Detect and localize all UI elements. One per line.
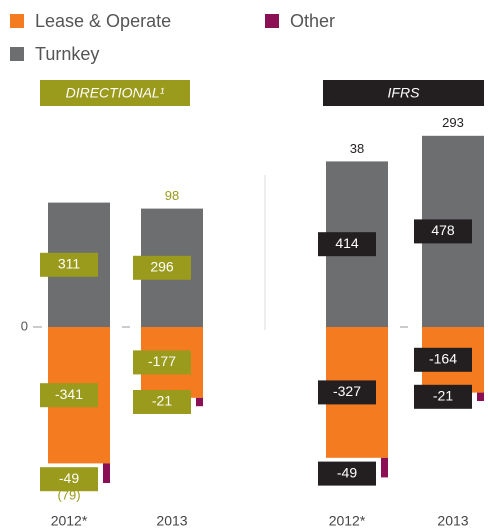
data-label-box <box>318 461 376 486</box>
x-tick-label: 2012* <box>329 513 366 529</box>
legend-label: Turnkey <box>35 44 99 64</box>
data-label-box <box>40 467 98 492</box>
panel-header-box <box>40 80 190 106</box>
x-tick-label: 2012* <box>51 513 88 529</box>
bar-segment <box>103 463 110 483</box>
data-label: -327 <box>333 383 361 399</box>
total-label: 38 <box>350 141 364 156</box>
data-label-box <box>133 390 191 414</box>
data-label-box <box>318 232 376 257</box>
legend-label: Other <box>290 11 335 31</box>
data-label-box <box>40 383 98 408</box>
total-label: 98 <box>165 188 179 203</box>
x-tick-label: 2013 <box>437 513 468 529</box>
data-label-box <box>414 219 472 244</box>
legend-label: Lease & Operate <box>35 11 171 31</box>
data-label: -49 <box>337 464 357 480</box>
legend-swatch <box>10 14 24 28</box>
bar-segment <box>381 457 388 478</box>
data-label-box <box>318 380 376 405</box>
data-label: -341 <box>55 386 83 402</box>
data-label: 311 <box>58 256 81 272</box>
bar-segment <box>477 392 484 401</box>
total-label: 293 <box>442 115 464 130</box>
data-label-box <box>40 252 98 277</box>
panel-header: IFRS <box>388 85 421 101</box>
data-label: -177 <box>148 353 176 369</box>
panel-header-box <box>323 80 484 106</box>
data-label: 478 <box>431 222 455 238</box>
data-label: 296 <box>150 259 174 275</box>
data-label: 414 <box>335 235 359 251</box>
y-tick-label: 0 <box>21 318 28 333</box>
panel-header: DIRECTIONAL¹ <box>66 85 165 101</box>
data-label-box <box>414 347 472 372</box>
data-label-box <box>414 384 472 409</box>
x-tick-label: 2013 <box>156 513 187 529</box>
data-label: -21 <box>433 388 453 404</box>
legend-swatch <box>265 14 279 28</box>
data-label: -49 <box>59 470 79 486</box>
data-label: -21 <box>152 393 172 409</box>
total-label: (79) <box>57 487 80 502</box>
data-label-box <box>133 350 191 375</box>
bar-segment <box>196 397 203 407</box>
legend-swatch <box>10 47 24 61</box>
data-label-box <box>133 255 191 280</box>
data-label: -164 <box>429 351 457 367</box>
